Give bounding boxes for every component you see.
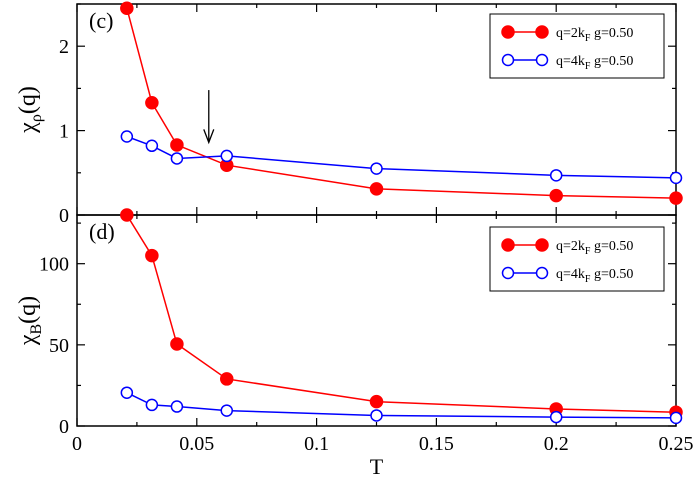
y-tick-label: 0 [59, 416, 69, 438]
legend-entry-subscript: F [585, 274, 591, 285]
y-tick-label: 50 [49, 335, 69, 357]
legend-marker [535, 238, 549, 252]
data-point [120, 1, 134, 15]
legend-marker [535, 53, 549, 67]
legend-entry: q=2kF g=0.50 [556, 239, 633, 257]
legend-entry-suffix: g=0.50 [590, 239, 633, 254]
y-axis-title-subscript: B [28, 324, 45, 335]
arrow-head [203, 129, 215, 145]
legend-marker [501, 266, 515, 280]
y-axis-title-suffix: (q) [15, 296, 41, 324]
panel-d: 0 50 100 0 0.05 0.1 0.15 0.2 0.25 TχB(q) (d) q=2kF … [15, 208, 693, 479]
data-point [669, 411, 683, 425]
legend-entry-suffix: g=0.50 [590, 26, 633, 41]
x-axis-title: T [370, 454, 384, 479]
data-point [669, 191, 683, 205]
x-tick-label: 0.15 [419, 433, 454, 455]
legend-marker [535, 266, 549, 280]
data-point [549, 169, 563, 182]
x-tick-label: 0.05 [179, 433, 214, 455]
data-point [145, 398, 159, 412]
series-line-4kf [126, 392, 677, 419]
legend-entry-subscript: F [585, 246, 591, 257]
data-point [120, 386, 134, 399]
y-tick-label: 2 [59, 36, 69, 58]
data-point [549, 410, 563, 424]
y-tick-label: 100 [39, 254, 69, 276]
y-axis-title: χB(q) [15, 296, 45, 346]
data-point [170, 138, 184, 152]
panel-label: (c) [89, 8, 113, 33]
data-point [220, 404, 233, 417]
legend-marker [501, 238, 515, 252]
data-point [145, 95, 159, 110]
legend-entry: q=4kF g=0.50 [556, 267, 633, 285]
data-point [120, 208, 134, 222]
legend-entry: q=4kF g=0.50 [556, 54, 633, 72]
y-axis-title-suffix: (q) [15, 86, 41, 114]
y-axis-title-subscript: ρ [28, 114, 45, 122]
y-axis-title-symbol: χ [15, 334, 41, 346]
x-tick-label: 0 [72, 433, 82, 455]
data-point [369, 182, 384, 196]
data-point [120, 130, 134, 143]
x-tick-label: 0.25 [659, 433, 693, 455]
panel-label: (d) [89, 219, 115, 244]
data-point [145, 139, 159, 153]
data-point [370, 162, 383, 175]
data-point [170, 400, 184, 413]
legend-entry-suffix: g=0.50 [590, 54, 633, 69]
data-point [145, 248, 159, 263]
data-point [170, 152, 184, 165]
legend-entry-subscript: F [585, 33, 591, 44]
legend-box [489, 13, 665, 79]
x-tick-label: 0.2 [544, 433, 569, 455]
legend-entry-text: q=4k [556, 267, 585, 282]
legend-entry-subscript: F [585, 61, 591, 72]
legend-marker [501, 53, 515, 67]
y-axis-title-symbol: χ [15, 122, 41, 134]
data-point [370, 409, 383, 422]
legend-entry-text: q=2k [556, 26, 585, 41]
legend-box [489, 226, 665, 292]
data-point [220, 372, 234, 386]
data-point [170, 337, 184, 351]
x-tick-label: 0.1 [304, 433, 329, 455]
legend-marker [535, 25, 549, 39]
data-point [369, 394, 384, 409]
legend-entry-text: q=4k [556, 54, 585, 69]
data-point [669, 171, 683, 185]
y-tick-label: 1 [59, 121, 69, 143]
y-tick-label: 0 [59, 205, 69, 227]
legend-entry-text: q=2k [556, 239, 585, 254]
y-axis-title: χρ(q) [15, 86, 45, 134]
legend-entry: q=2kF g=0.50 [556, 26, 633, 44]
legend-entry-suffix: g=0.50 [590, 267, 633, 282]
data-point [220, 149, 233, 163]
data-point [549, 188, 563, 203]
legend-marker [501, 25, 515, 39]
